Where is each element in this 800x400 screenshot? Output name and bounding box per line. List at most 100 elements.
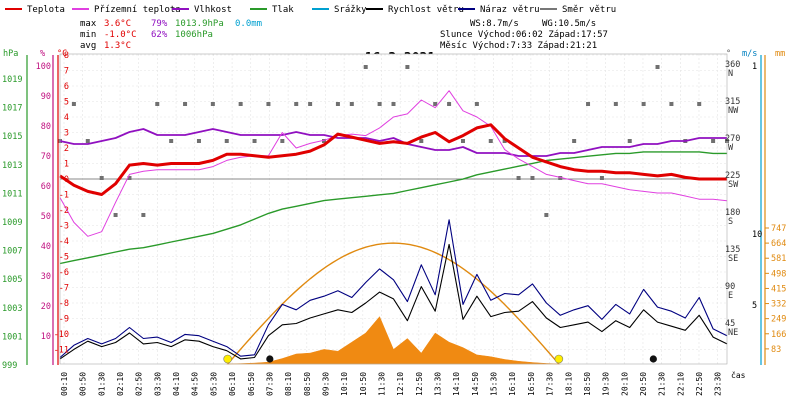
legend-label: Srážky: [334, 5, 367, 15]
time-tick-label: 15:30: [490, 372, 499, 396]
direction-tick-degrees: 360: [725, 60, 740, 70]
time-tick-label: 23:30: [714, 372, 723, 396]
moon-icon: [649, 355, 657, 363]
wind-direction-point: [85, 139, 90, 143]
time-tick-label: 09:30: [321, 372, 330, 396]
legend-label: Rychlost větru: [388, 5, 464, 15]
solar-radiation-area: [226, 316, 561, 365]
mm-tick-label: 498: [771, 269, 786, 279]
direction-tick-label: SW: [728, 180, 739, 190]
stat-moon: Měsíc Východ:7:33 Západ:21:21: [440, 41, 597, 51]
stat-max-rain: 0.0mm: [235, 19, 262, 29]
sun-icon: [223, 354, 232, 364]
stat-max-label: max: [80, 19, 97, 29]
legend-label: Směr větru: [562, 5, 616, 15]
temp-tick-label: 5: [64, 98, 69, 108]
hpa-tick-label: 1015: [2, 132, 22, 142]
wind-direction-point: [558, 176, 563, 180]
ms-tick-label: 10: [752, 230, 762, 240]
wind-direction-point: [169, 139, 174, 143]
mm-tick-label: 83: [771, 345, 781, 355]
wind-direction-point: [266, 102, 271, 106]
time-tick-label: 10:10: [340, 372, 349, 396]
temp-tick-label: -5: [59, 253, 69, 263]
hpa-unit: hPa: [3, 49, 18, 59]
pct-tick-label: 80: [41, 122, 51, 132]
time-tick-label: 12:10: [396, 372, 405, 396]
stat-avg-temp: 1.3°C: [104, 41, 131, 51]
wind-direction-point: [224, 139, 229, 143]
time-tick-label: 04:10: [172, 372, 181, 396]
wind-direction-point: [335, 102, 340, 106]
temp-tick-label: 6: [64, 82, 69, 92]
stats-block: max 3.6°C 79% 1013.9hPa 0.0mm min -1.0°C…: [80, 19, 608, 51]
wind-direction-point: [572, 139, 577, 143]
wind-direction-point: [71, 102, 76, 106]
direction-tick-degrees: 135: [725, 245, 740, 255]
temp-tick-label: -9: [59, 315, 69, 325]
time-tick-label: 22:50: [695, 372, 704, 396]
pct-tick-label: 10: [41, 332, 51, 342]
time-tick-label: 20:10: [620, 372, 629, 396]
time-tick-label: 00:10: [60, 372, 69, 396]
mm-unit: mm: [775, 49, 785, 59]
temp-tick-label: 3: [64, 129, 69, 139]
wind-direction-point: [530, 176, 535, 180]
wind-direction-point: [433, 102, 438, 106]
mm-tick-label: 747: [771, 224, 786, 234]
wind-direction-point: [405, 65, 410, 69]
time-tick-label: 17:30: [546, 372, 555, 396]
mm-tick-label: 166: [771, 330, 786, 340]
stat-sun: Slunce Východ:06:02 Západ:17:57: [440, 30, 608, 40]
temp-tick-label: 1: [64, 160, 69, 170]
time-tick-label: 08:50: [303, 372, 312, 396]
wind-direction-point: [391, 102, 396, 106]
wind-direction-point: [641, 102, 646, 106]
legend: Teplota Přízemní teplota Vlhkost Tlak Srážky…: [5, 5, 616, 15]
direction-tick-degrees: 90: [725, 282, 735, 292]
direction-tick-label: S: [728, 217, 733, 227]
hpa-tick-label: 1017: [2, 104, 22, 114]
legend-label: Tlak: [272, 5, 294, 15]
wind-direction-point: [627, 139, 632, 143]
wind-direction-point: [502, 139, 507, 143]
direction-tick-label: N: [728, 69, 733, 79]
wind-direction-point: [252, 139, 257, 143]
time-tick-label: 16:50: [527, 372, 536, 396]
wind-direction-point: [377, 102, 382, 106]
pct-tick-label: 60: [41, 182, 51, 192]
ms-tick-label: 1: [752, 62, 757, 72]
direction-tick-label: SE: [728, 254, 738, 264]
wind-direction-point: [280, 139, 285, 143]
wind-direction-point: [697, 102, 702, 106]
stat-max-temp: 3.6°C: [104, 19, 131, 29]
temp-tick-label: -11: [54, 346, 69, 356]
wind-direction-point: [238, 102, 243, 106]
wind-direction-point: [113, 213, 118, 217]
grid: [60, 54, 727, 364]
wind-direction-point: [322, 139, 327, 143]
time-tick-label: 00:50: [79, 372, 88, 396]
stat-max-press: 1013.9hPa: [175, 19, 224, 29]
pct-tick-label: 90: [41, 92, 51, 102]
wind-direction-point: [141, 213, 146, 217]
axes: hPa% °C ° m/s mm1019101710151013101110091007…: [2, 49, 786, 371]
wind-direction-point: [419, 139, 424, 143]
wind-direction-point: [669, 102, 674, 106]
plot-frame: [59, 53, 728, 365]
stat-avg-label: avg: [80, 41, 96, 51]
time-tick-label: 14:50: [471, 372, 480, 396]
time-tick-label: 08:10: [284, 372, 293, 396]
pct-unit: %: [40, 49, 45, 59]
wind-direction-point: [460, 139, 465, 143]
pressure-line: [59, 151, 727, 265]
time-tick-label: 22:10: [676, 372, 685, 396]
time-tick-label: 19:30: [602, 372, 611, 396]
pct-tick-label: 50: [41, 212, 51, 222]
pct-tick-label: 20: [41, 302, 51, 312]
hpa-tick-label: 1009: [2, 218, 22, 228]
humidity-line: [59, 128, 727, 157]
hpa-tick-label: 1003: [2, 304, 22, 314]
